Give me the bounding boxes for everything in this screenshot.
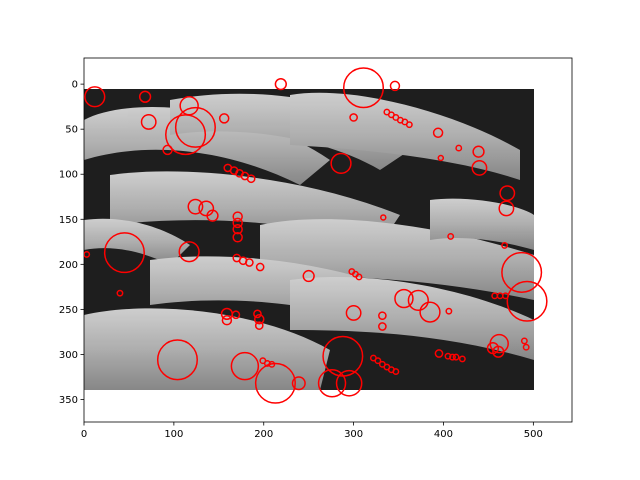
blob-circle [302, 269, 315, 283]
blob-circle [419, 301, 441, 323]
blob-circle [349, 113, 358, 122]
blob-circle [445, 307, 453, 315]
blob-circle [506, 280, 548, 322]
blob-circle [187, 198, 204, 215]
blob-circle [198, 200, 215, 217]
blob-circle [330, 152, 352, 175]
blob-circle [178, 241, 200, 263]
blob-circle [380, 214, 387, 221]
blob-circle [103, 232, 145, 274]
blob-circle [232, 232, 243, 243]
y-tick-label: 350 [59, 395, 78, 406]
blob-circle [84, 250, 91, 258]
y-tick-label: 250 [59, 305, 78, 316]
background-photo [84, 89, 534, 390]
blob-circle [501, 241, 509, 249]
blob-circle [447, 232, 455, 240]
blob-circle [116, 289, 124, 297]
blob-circle [432, 127, 444, 139]
blob-circle [218, 113, 230, 124]
blob-circle [378, 311, 387, 321]
blob-circle [232, 223, 243, 235]
blob-circle [231, 310, 241, 320]
blob-circle [165, 114, 207, 156]
blob-circle [245, 258, 254, 267]
blob-circle [492, 345, 505, 358]
blob-circle [317, 369, 347, 398]
y-tick-label: 50 [65, 125, 78, 136]
blob-circle [374, 357, 382, 365]
blob-circle [434, 349, 444, 358]
blob-circle [230, 351, 260, 381]
blob-circle [452, 353, 460, 361]
blob-circle [274, 77, 287, 91]
blob-circle [174, 106, 216, 148]
blob-circle [255, 262, 265, 272]
blob-circle [392, 368, 400, 375]
blob-circle [291, 376, 306, 391]
blob-circle [263, 359, 271, 367]
y-tick-label: 0 [72, 80, 78, 91]
blob-circle [254, 321, 264, 330]
y-tick-label: 100 [59, 170, 78, 181]
blob-circle [389, 80, 401, 92]
blob-circle [140, 114, 157, 130]
blob-circle [138, 90, 152, 103]
blob-circle [522, 343, 530, 351]
blob-circle [499, 185, 516, 202]
blob-circle [342, 67, 385, 109]
blob-circle [355, 273, 363, 281]
blob-circle [232, 217, 243, 229]
blob-circle [84, 86, 106, 108]
blob-circle [246, 174, 256, 184]
blob-circle [162, 144, 173, 156]
blob-circle [407, 289, 429, 312]
blob-circle [520, 337, 528, 345]
x-tick-label: 100 [164, 429, 183, 440]
blob-circle [335, 369, 363, 397]
blob-circle [501, 251, 543, 293]
x-tick-label: 300 [344, 429, 363, 440]
blob-circle [458, 355, 466, 363]
blob-circle [449, 353, 456, 361]
blob-circle [437, 154, 445, 162]
x-axis: 0 100 200 300 400 500 [81, 422, 543, 440]
y-tick-label: 150 [59, 215, 78, 226]
blob-circle [498, 200, 515, 217]
blob-circle [254, 362, 296, 404]
blob-circle [254, 314, 265, 325]
blob-circle [253, 309, 262, 319]
blob-circle [232, 211, 243, 222]
blob-circle [455, 144, 463, 152]
y-tick-label: 200 [59, 260, 78, 271]
x-tick-label: 200 [254, 429, 273, 440]
blob-circle [345, 305, 362, 321]
blob-circle [156, 339, 198, 381]
y-axis: 0 50 100 150 200 250 300 350 [59, 80, 84, 406]
blob-circle [394, 288, 414, 309]
blob-circle [472, 145, 485, 158]
y-tick-label: 300 [59, 350, 78, 361]
x-tick-label: 500 [524, 429, 543, 440]
x-tick-label: 0 [81, 429, 87, 440]
blob-circle [405, 121, 413, 129]
blob-circle [378, 322, 387, 331]
blob-circle [471, 159, 488, 176]
blob-markers [84, 67, 548, 404]
axes-frame [83, 57, 573, 423]
blob-circle [444, 352, 452, 360]
blob-circle [206, 209, 219, 222]
blob-circle [221, 314, 233, 326]
x-tick-label: 400 [434, 429, 453, 440]
